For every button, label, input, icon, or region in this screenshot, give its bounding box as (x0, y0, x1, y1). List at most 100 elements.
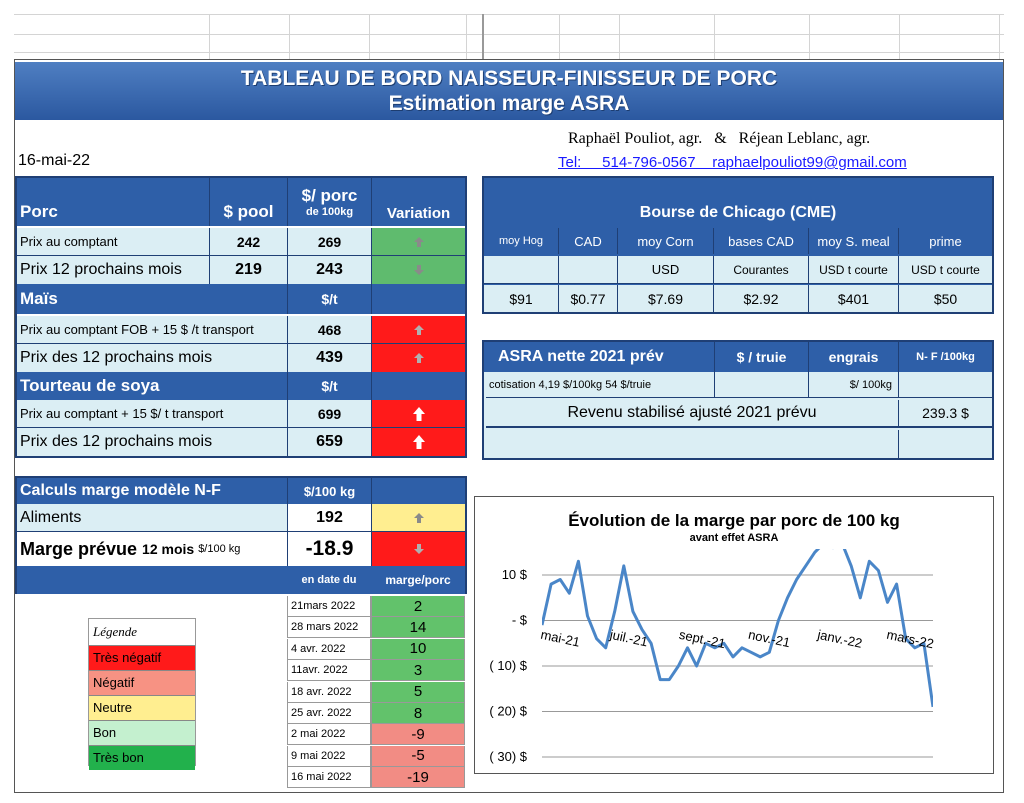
marge-label: Marge prévue 12 mois $/100 kg (17, 532, 287, 566)
cme-header-cell: prime (898, 228, 992, 254)
history-date: 18 avr. 2022 (287, 681, 371, 703)
dashboard-frame (14, 59, 1004, 793)
marge-unit: $/100 kg (198, 543, 241, 555)
cme-unit-cell: USD t courte (898, 256, 992, 284)
history-date: 16 mai 2022 (287, 767, 371, 789)
history-marge: 5 (371, 681, 465, 703)
chart-x-tick-label: mai-21 (539, 627, 581, 650)
history-date-header: en date du (287, 566, 371, 594)
cme-value-cell: $7.69 (617, 285, 713, 312)
sheet-grid (14, 14, 1004, 60)
mais-price-value: 439 (287, 344, 371, 372)
soya-unit-header: $/t (287, 372, 371, 400)
soya-header: Tourteau de soya (17, 372, 287, 400)
history-date: 11avr. 2022 (287, 660, 371, 682)
cme-header-cell: moy Corn (617, 228, 713, 254)
history-date: 28 mars 2022 (287, 617, 371, 639)
cme-unit-cell: USD t courte (808, 256, 898, 284)
mais-unit-header: $/t (287, 284, 371, 314)
variation-up-icon (371, 428, 465, 456)
cme-title: Bourse de Chicago (CME) (639, 204, 837, 221)
history-marge: 3 (371, 660, 465, 682)
cme-unit-cell: USD (617, 256, 713, 284)
aliments-label: Aliments (17, 504, 287, 532)
cme-value-cell: $2.92 (713, 285, 808, 312)
soya-price-value: 699 (287, 400, 371, 428)
variation-up-icon (371, 400, 465, 428)
mais-row-label: Prix au comptant FOB + 15 $ /t transport (17, 316, 287, 344)
porc-price-value: 243 (287, 256, 371, 284)
chart-x-tick-label: mars-22 (885, 627, 935, 652)
soya-variation-header (371, 372, 465, 400)
asra-truie-header: $ / truie (714, 342, 808, 372)
asra-engrais-unit: $/ 100kg (808, 372, 898, 398)
mais-header: Maïs (17, 284, 287, 314)
history-marge: 14 (371, 617, 465, 639)
chart-y-tick-label: - $ (512, 613, 528, 628)
asra-truie-cell (714, 372, 808, 398)
porc-pool-value: 219 (209, 256, 287, 284)
history-date: 25 avr. 2022 (287, 703, 371, 724)
variation-up-icon (371, 228, 465, 256)
asra-title: ASRA nette 2021 prév (484, 342, 714, 372)
history-marge: 10 (371, 638, 465, 660)
title-banner: TABLEAU DE BORD NAISSEUR-FINISSEUR DE PO… (15, 62, 1003, 120)
chart-x-tick-label: janv.-22 (815, 627, 863, 651)
chart-y-tick-label: ( 20) $ (489, 704, 527, 719)
cme-header-cell: moy S. meal (808, 228, 898, 254)
calculs-unit: $/100 kg (287, 478, 371, 504)
legend-item: Bon (89, 720, 195, 745)
history-marge: -9 (371, 724, 465, 746)
asra-empty-cell (898, 430, 992, 458)
porc-header: Porc (17, 178, 209, 226)
asra-revenu-label: Revenu stabilisé ajusté 2021 prévu (486, 400, 898, 428)
marge-down-icon (371, 532, 465, 566)
marge-value: -18.9 (287, 532, 371, 566)
legend-box: Légende Très négatif Négatif Neutre Bon Très… (88, 618, 196, 770)
pool-header: $ pool (209, 178, 287, 226)
history-marge: -19 (371, 767, 465, 789)
marge-mois: 12 mois (142, 541, 195, 557)
chart-y-tick-label: 10 $ (502, 567, 528, 582)
history-date: 4 avr. 2022 (287, 638, 371, 660)
chart-subtitle: avant effet ASRA (689, 532, 779, 544)
calculs-title: Calculs marge modèle N-F (17, 478, 287, 504)
price-table (15, 176, 467, 458)
porc-unit-header: $/ porc de 100kg (287, 178, 371, 226)
history-header-blank (17, 566, 287, 594)
porc-unit-bottom: de 100kg (305, 206, 354, 218)
cme-value-cell: $0.77 (558, 285, 617, 312)
soya-price-value: 659 (287, 428, 371, 456)
cme-header-cell: CAD (558, 228, 617, 254)
porc-row-label: Prix 12 prochains mois (17, 256, 209, 284)
mais-row-label: Prix des 12 prochains mois (17, 344, 287, 372)
marge-label-text: Marge prévue (20, 538, 138, 559)
contact-link[interactable]: Tel: 514-796-0567 raphaelpouliot99@gmail… (558, 154, 907, 171)
soya-row-label: Prix des 12 prochains mois (17, 428, 287, 456)
soya-row-label: Prix au comptant + 15 $/ t transport (17, 400, 287, 428)
variation-down-icon (371, 256, 465, 284)
aliments-up-icon (371, 504, 465, 532)
legend-item: Neutre (89, 695, 195, 720)
asra-nf-header: N- F /100kg (898, 342, 992, 372)
chart-y-tick-label: ( 30) $ (489, 749, 527, 764)
porc-pool-value: 242 (209, 228, 287, 256)
legend-title: Légende (93, 624, 138, 639)
chart-y-tick-label: ( 10) $ (489, 658, 527, 673)
asra-revenu-value: 239.3 $ (898, 400, 992, 428)
banner-subtitle: Estimation marge ASRA (388, 92, 630, 115)
cme-value-cell: $91 (484, 285, 558, 312)
variation-up-icon (371, 316, 465, 344)
variation-up-icon (371, 344, 465, 372)
cme-unit-cell (484, 256, 558, 284)
calculs-variation-header (371, 478, 465, 504)
report-date: 16-mai-22 (18, 152, 91, 169)
chart-plot: 10 $- $( 10) $( 20) $( 30) $mai-21 juil.-… (489, 549, 935, 764)
porc-price-value: 269 (287, 228, 371, 256)
asra-cotisation: cotisation 4,19 $/100kg 54 $/truie (486, 372, 714, 398)
cme-value-cell: $401 (808, 285, 898, 312)
cme-header-cell: bases CAD (713, 228, 808, 254)
mais-variation-header (371, 284, 465, 314)
banner-title: TABLEAU DE BORD NAISSEUR-FINISSEUR DE PO… (240, 67, 778, 90)
cme-unit-cell (558, 256, 617, 284)
